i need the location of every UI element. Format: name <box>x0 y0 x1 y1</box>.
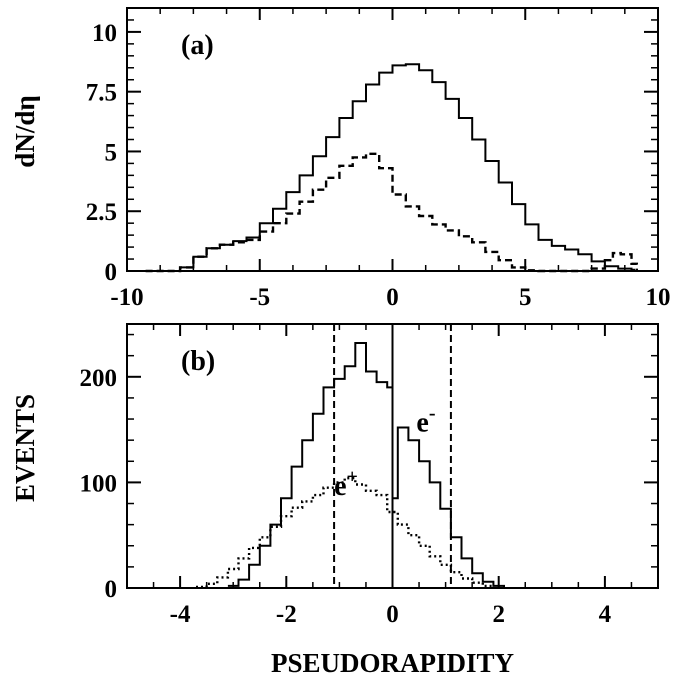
x-tick-label: -4 <box>170 601 191 628</box>
panel-a: -10 -5 0 5 10 0 2.5 5 7.5 10 (a) dN/dη <box>10 7 671 311</box>
panel-a-series <box>145 63 638 273</box>
panel-b-x-axis-label: PSEUDORAPIDITY <box>271 648 514 678</box>
panel-b-label: (b) <box>181 346 215 377</box>
panel-a-x-ticks: -10 -5 0 5 10 <box>110 8 671 311</box>
panel-b-y-ticks: 0 100 200 <box>80 333 658 603</box>
x-tick-label: 5 <box>519 284 532 311</box>
y-tick-label: 100 <box>80 470 118 497</box>
y-tick-label: 200 <box>80 365 118 392</box>
panel-a-y-ticks: 0 2.5 5 7.5 10 <box>86 7 658 286</box>
x-tick-label: 4 <box>599 601 612 628</box>
x-tick-label: 0 <box>386 601 399 628</box>
x-tick-label: 10 <box>646 284 671 311</box>
x-tick-label: 0 <box>386 284 399 311</box>
panel-b-y-axis-label: EVENTS <box>10 394 40 502</box>
x-tick-label: -2 <box>276 601 297 628</box>
panel-b-series <box>196 342 505 589</box>
histogram-series-dotted <box>196 477 495 589</box>
panel-b-x-ticks: -4 -2 0 2 4 <box>126 324 659 628</box>
series-annotation: e+ <box>334 466 358 502</box>
series-annotation: e- <box>416 403 435 439</box>
x-tick-label: 2 <box>492 601 505 628</box>
y-tick-label: 7.5 <box>86 80 117 107</box>
y-tick-label: 0 <box>105 576 118 603</box>
y-tick-label: 0 <box>105 259 118 286</box>
panel-a-label: (a) <box>181 30 214 61</box>
panel-b-annotations: e-e+ <box>334 403 435 502</box>
histogram-series-dashed <box>145 152 638 273</box>
y-tick-label: 2.5 <box>86 199 117 226</box>
panel-a-y-axis-label: dN/dη <box>10 95 40 167</box>
x-tick-label: -5 <box>249 284 270 311</box>
x-tick-label: -10 <box>110 284 143 311</box>
y-tick-label: 5 <box>105 139 118 166</box>
y-tick-label: 10 <box>92 20 117 47</box>
histogram-series-solid <box>227 342 505 588</box>
panel-b: -4 -2 0 2 4 0 100 200 e-e+ (b) EVENTS PSEUDORA… <box>10 323 659 678</box>
